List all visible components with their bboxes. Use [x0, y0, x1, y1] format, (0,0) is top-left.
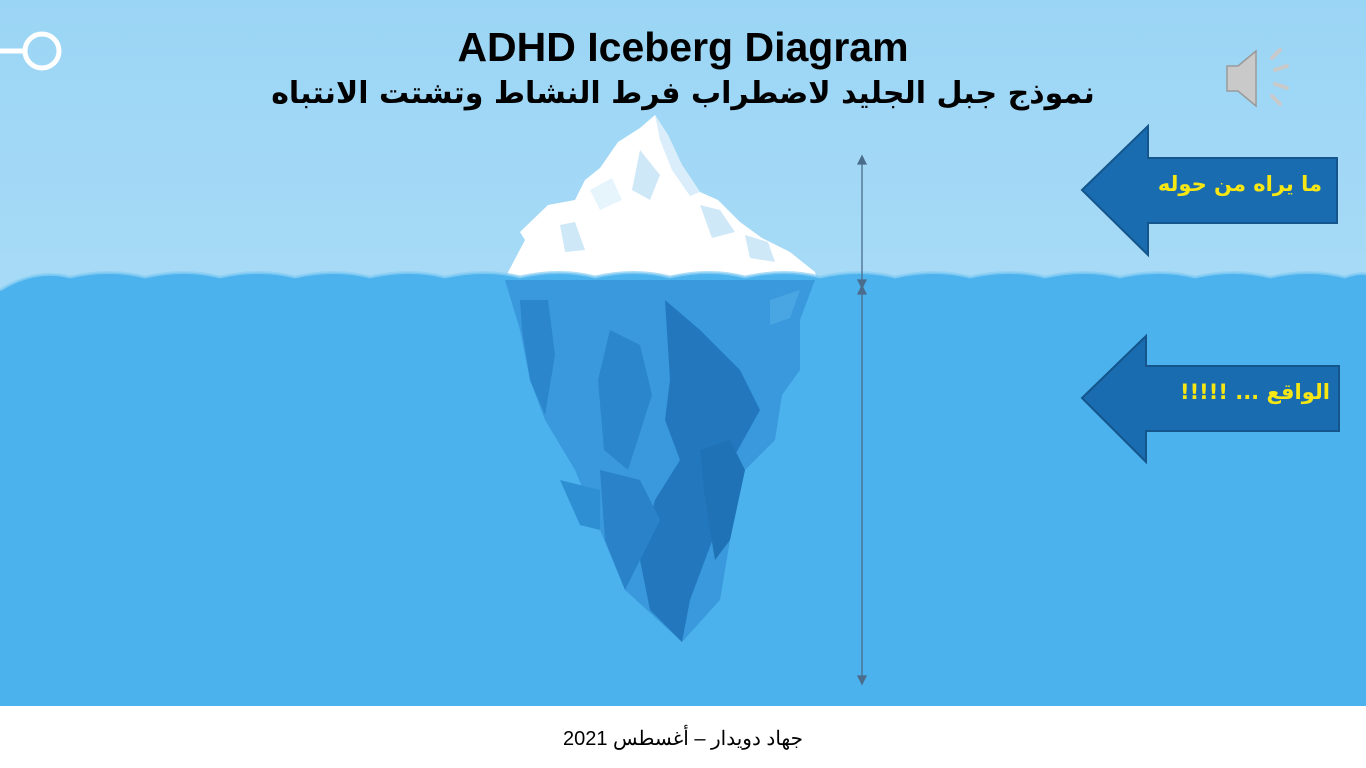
arrow-label-visible: ما يراه من حوله: [1157, 172, 1322, 196]
title-arabic: نموذج جبل الجليد لاضطراب فرط النشاط وتشت…: [271, 76, 1095, 111]
iceberg-tip: [505, 115, 818, 284]
title-english: ADHD Iceberg Diagram: [457, 24, 909, 70]
iceberg-underwater: [505, 280, 815, 642]
arrow-label-reality: الواقع ... !!!!!: [1180, 380, 1330, 404]
height-indicator: [856, 154, 868, 686]
arrow-below-water: [1080, 333, 1340, 465]
iceberg-scene: [0, 0, 1366, 706]
wave-crest: [0, 271, 1366, 292]
speaker-icon[interactable]: [1226, 48, 1289, 108]
arrow-above-water: [1080, 123, 1338, 258]
key-icon[interactable]: [0, 31, 62, 71]
footer-credit: جهاد دويدار – أغسطس 2021: [562, 728, 804, 750]
